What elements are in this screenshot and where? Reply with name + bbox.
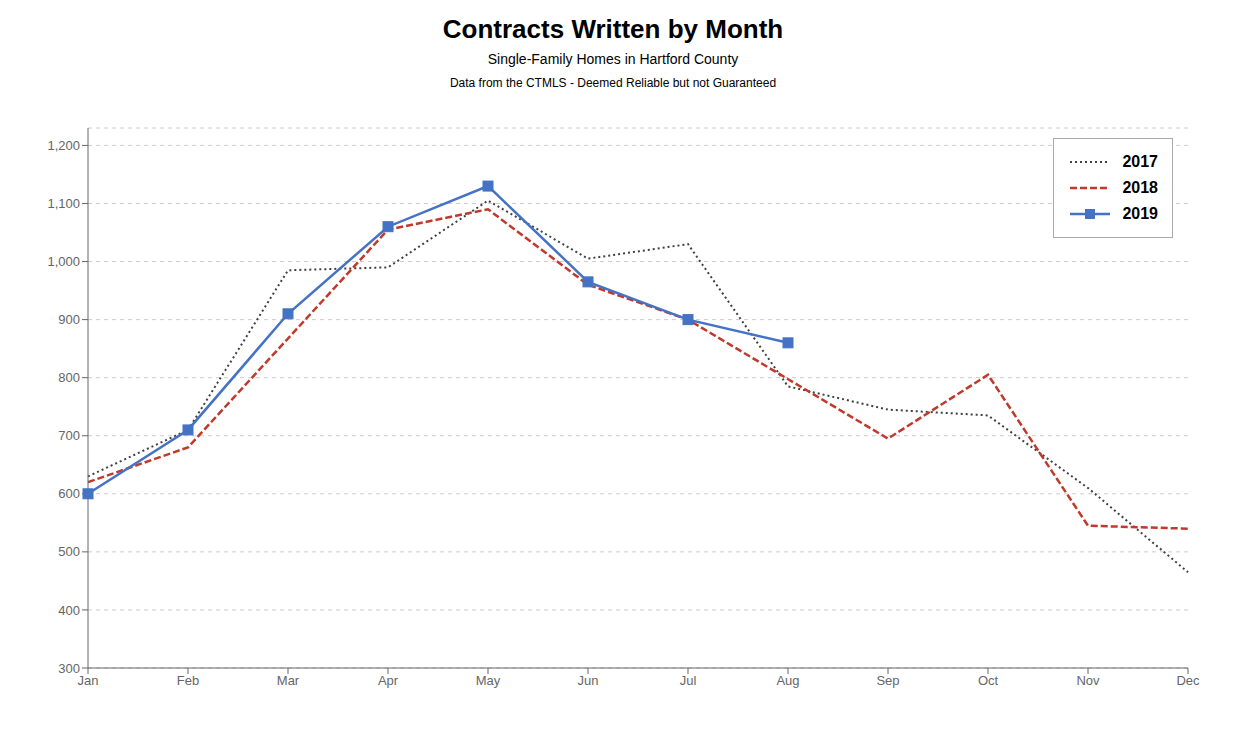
html-text:2018: 2018 <box>1122 179 1158 196</box>
svg-text:400: 400 <box>58 603 80 618</box>
svg-text:600: 600 <box>58 486 80 501</box>
svg-text:Nov: Nov <box>1076 673 1100 688</box>
svg-text:Oct: Oct <box>978 673 999 688</box>
svg-text:1,200: 1,200 <box>47 138 80 153</box>
svg-text:May: May <box>476 673 501 688</box>
svg-text:Aug: Aug <box>776 673 799 688</box>
html-text:Data from the CTMLS - Deemed R: Data from the CTMLS - Deemed Reliable bu… <box>449 76 777 90</box>
svg-text:900: 900 <box>58 312 80 327</box>
html-text:2019: 2019 <box>1122 205 1158 222</box>
svg-text:Jul: Jul <box>680 673 697 688</box>
svg-text:800: 800 <box>58 370 80 385</box>
svg-text:1,100: 1,100 <box>47 196 80 211</box>
svg-text:Dec: Dec <box>1176 673 1200 688</box>
svg-text:300: 300 <box>58 661 80 676</box>
svg-text:Apr: Apr <box>378 673 399 688</box>
svg-text:Jan: Jan <box>78 673 99 688</box>
svg-text:Jun: Jun <box>578 673 599 688</box>
svg-text:1,000: 1,000 <box>47 254 80 269</box>
svg-text:Sep: Sep <box>876 673 899 688</box>
html-text:2017: 2017 <box>1122 153 1158 170</box>
svg-text:Feb: Feb <box>177 673 199 688</box>
svg-text:500: 500 <box>58 544 80 559</box>
svg-text:Mar: Mar <box>277 673 300 688</box>
svg-text:700: 700 <box>58 428 80 443</box>
html-text:Contracts Written by Month: Contracts Written by Month <box>442 14 784 44</box>
html-text:Single-Family Homes in Hartfor: Single-Family Homes in Hartford County <box>487 51 739 67</box>
